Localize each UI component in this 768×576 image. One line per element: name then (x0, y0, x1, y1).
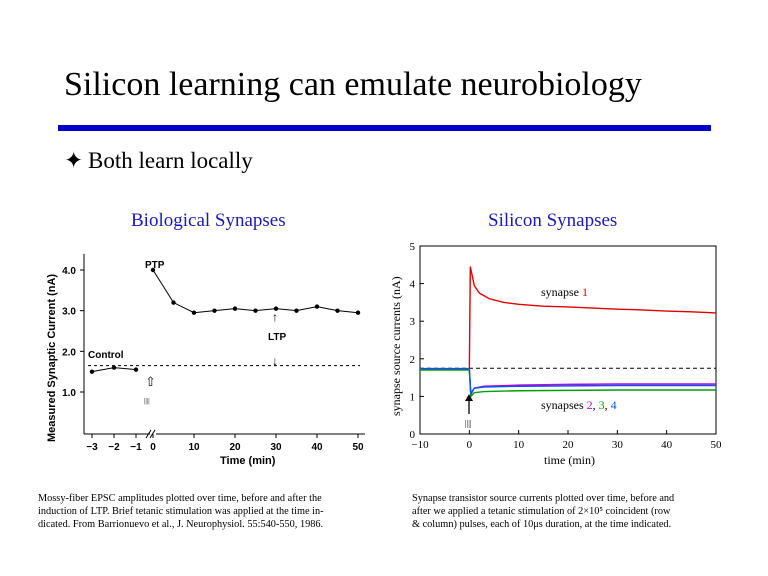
right-y-tick-label: 2 (410, 354, 416, 366)
left-x-tick-label: −2 (108, 442, 120, 453)
ltp-label: LTP (268, 332, 286, 343)
left-y-tick-label: 4.0 (62, 266, 76, 277)
caption-line: Mossy-fiber EPSC amplitudes plotted over… (38, 493, 322, 504)
silicon-series-line-4 (420, 367, 716, 396)
right-x-label: time (min) (544, 453, 595, 467)
stimulus-marks: |||| (144, 397, 150, 405)
baseline-down-arrow: ↓ (272, 354, 278, 368)
left-series-line-1 (152, 269, 359, 314)
left-x-tick-label: 30 (270, 442, 282, 453)
biological-chart: 1.0 2.0 3.0 4.0 −3 −2 −1 0 10 20 30 40 50 PTP Contr… (46, 254, 365, 467)
silicon-heading: Silicon Synapses (488, 210, 618, 231)
left-data-point (89, 369, 95, 374)
bullet-text: Both learn locally (88, 148, 253, 173)
left-y-tick-label: 2.0 (62, 347, 76, 358)
right-y-tick-label: 1 (410, 391, 416, 403)
left-y-tick-label: 1.0 (62, 388, 76, 399)
right-x-tick-label: −10 (411, 439, 429, 451)
right-x-tick-label: 10 (513, 439, 525, 451)
silicon-caption: Synapse transistor source currents plott… (412, 492, 674, 531)
silicon-series-line-1 (420, 266, 717, 371)
right-y-tick-label: 0 (410, 429, 416, 441)
biological-heading: Biological Synapses (131, 210, 286, 231)
left-y-label: Measured Synaptic Current (nA) (46, 274, 58, 442)
left-x-tick-label: −3 (86, 442, 98, 453)
right-y-label: synapse source currents (nA) (389, 276, 403, 416)
bullet-item: ✦ Both learn locally (64, 148, 253, 174)
left-x-tick-label: 40 (311, 442, 323, 453)
left-data-point (335, 308, 340, 313)
caption-line: Synapse transistor source currents plott… (412, 493, 675, 504)
ptp-label: PTP (145, 260, 165, 271)
right-y-tick-label: 5 (410, 241, 416, 253)
caption-line: induction of LTP. Brief tetanic stimulat… (38, 506, 324, 517)
left-data-point (111, 365, 117, 370)
right-x-tick-label: 20 (563, 439, 575, 451)
stimulus-marks: |||| (465, 419, 471, 428)
right-x-tick-label: 40 (661, 439, 673, 451)
left-data-point (150, 267, 156, 273)
left-data-point (212, 308, 217, 313)
silicon-series-line-3 (420, 369, 716, 399)
stimulus-arrow-icon: ⇧ (145, 374, 156, 389)
synapses-234-label: synapses 2, 3, 4 (541, 398, 617, 412)
right-y-tick-label: 4 (410, 279, 416, 291)
left-y-tick-label: 3.0 (62, 307, 76, 318)
slide-title: Silicon learning can emulate neurobiolog… (64, 66, 642, 103)
left-x-tick-label: 20 (229, 442, 241, 453)
synapse-1-label: synapse 1 (541, 285, 588, 299)
left-x-label: Time (min) (220, 455, 276, 467)
right-x-tick-label: 50 (711, 439, 723, 451)
left-x-tick-label: −1 (130, 442, 142, 453)
caption-line: & column) pulses, each of 10μs duration,… (412, 519, 672, 530)
left-data-point (171, 300, 176, 305)
caption-line: after we applied a tetanic stimulation o… (412, 506, 671, 517)
stimulus-arrow-icon (465, 394, 473, 401)
caption-line: dicated. From Barrionuevo et al., J. Neu… (38, 519, 324, 530)
left-data-point (314, 304, 320, 309)
left-x-tick-label: 10 (188, 442, 200, 453)
left-data-point (232, 306, 238, 311)
left-data-point (253, 308, 258, 313)
left-data-point (355, 310, 361, 315)
left-data-point (133, 367, 139, 372)
title-underline (58, 125, 711, 131)
left-data-point (273, 306, 279, 311)
axis-break-mark (145, 429, 152, 439)
right-y-tick-label: 3 (410, 316, 416, 328)
right-x-tick-label: 30 (612, 439, 624, 451)
biological-caption: Mossy-fiber EPSC amplitudes plotted over… (38, 492, 324, 531)
ltp-up-arrow: ↑ (272, 310, 278, 324)
left-data-point (191, 310, 197, 315)
left-x-tick-label: 50 (352, 442, 364, 453)
left-x-tick-label: 0 (150, 442, 156, 453)
right-x-tick-label: 0 (467, 439, 473, 451)
control-label: Control (88, 350, 124, 361)
left-data-point (294, 308, 299, 313)
star-bullet-icon: ✦ (64, 148, 84, 173)
